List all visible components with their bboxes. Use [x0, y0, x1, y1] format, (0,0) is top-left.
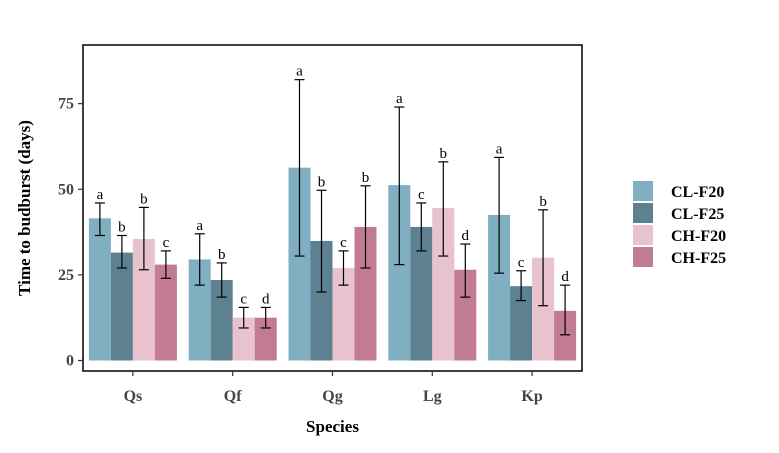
sig-label-CH-F20-Qg: c — [340, 235, 347, 251]
x-tick-label: Qf — [224, 388, 242, 405]
sig-label-CL-F25-Qf: b — [218, 247, 226, 263]
legend-label-CL-F20: CL-F20 — [671, 184, 724, 201]
x-tick-label: Qs — [124, 388, 143, 405]
legend: CL-F20 CL-F25 CH-F20 CH-F25 — [633, 181, 726, 267]
sig-label-CH-F25-Qg: b — [362, 170, 370, 186]
sig-label-CL-F25-Lg: c — [418, 187, 425, 203]
sig-label-CL-F20-Kp: a — [496, 141, 503, 157]
sig-label-CL-F20-Qg: a — [296, 64, 303, 80]
bar-CL-F20-Qf — [188, 259, 211, 361]
y-tick-label: 0 — [66, 353, 74, 370]
bar-CL-F25-Qs — [110, 252, 133, 361]
bar-CH-F25-Qg — [354, 226, 377, 361]
bar-CH-F20-Kp — [532, 257, 555, 361]
bar-CH-F20-Lg — [432, 208, 455, 361]
sig-label-CH-F25-Qf: d — [262, 291, 270, 307]
sig-label-CL-F25-Qs: b — [118, 219, 126, 235]
legend-swatch-CH-F25 — [633, 247, 653, 267]
bars-layer — [88, 167, 577, 361]
y-tick-label: 25 — [58, 267, 74, 284]
x-axis-title: Species — [306, 417, 359, 436]
bar-CH-F25-Qs — [154, 264, 177, 361]
legend-swatch-CH-F20 — [633, 225, 653, 245]
bar-CL-F20-Kp — [488, 214, 511, 361]
error-bars-layer — [94, 79, 571, 336]
sig-label-CH-F25-Lg: d — [462, 228, 470, 244]
x-tick-label: Lg — [423, 388, 442, 405]
sig-label-CH-F20-Qf: c — [240, 291, 247, 307]
sig-label-CL-F20-Lg: a — [396, 91, 403, 107]
bar-CH-F20-Qf — [232, 317, 255, 361]
sig-label-CL-F20-Qf: a — [196, 218, 203, 234]
bar-CH-F20-Qs — [132, 238, 155, 361]
bar-CL-F25-Qf — [210, 280, 233, 361]
bar-CL-F20-Lg — [388, 185, 411, 361]
legend-label-CL-F25: CL-F25 — [671, 206, 724, 223]
x-tick-label: Kp — [521, 388, 542, 405]
bar-CL-F20-Qg — [288, 167, 311, 361]
bar-CH-F20-Qg — [332, 268, 355, 361]
y-tick-label: 75 — [58, 96, 74, 113]
bar-CH-F25-Qf — [254, 317, 277, 361]
legend-label-CH-F20: CH-F20 — [671, 228, 726, 245]
bar-CL-F25-Qg — [310, 240, 333, 361]
y-axis: 0 25 50 75 — [58, 96, 83, 370]
legend-label-CH-F25: CH-F25 — [671, 250, 726, 267]
y-tick-label: 50 — [58, 181, 74, 198]
bar-CH-F25-Kp — [554, 310, 577, 361]
sig-label-CH-F20-Qs: b — [140, 191, 148, 207]
bar-CL-F25-Kp — [510, 286, 533, 361]
sig-label-CH-F25-Kp: d — [561, 269, 569, 285]
legend-swatch-CL-F20 — [633, 181, 653, 201]
sig-label-CH-F25-Qs: c — [163, 235, 170, 251]
sig-label-CH-F20-Lg: b — [440, 146, 448, 162]
sig-label-CL-F25-Kp: c — [518, 255, 525, 271]
bar-CL-F25-Lg — [410, 226, 433, 361]
x-axis: Qs Qf Qg Lg Kp — [124, 371, 543, 405]
sig-label-CL-F20-Qs: a — [97, 187, 104, 203]
x-tick-label: Qg — [322, 388, 342, 405]
y-axis-title: Time to budburst (days) — [15, 120, 34, 296]
legend-swatch-CL-F25 — [633, 203, 653, 223]
bar-CH-F25-Lg — [454, 269, 477, 361]
sig-label-CH-F20-Kp: b — [539, 194, 547, 210]
bar-CL-F20-Qs — [88, 218, 111, 361]
sig-label-CL-F25-Qg: b — [318, 174, 326, 190]
